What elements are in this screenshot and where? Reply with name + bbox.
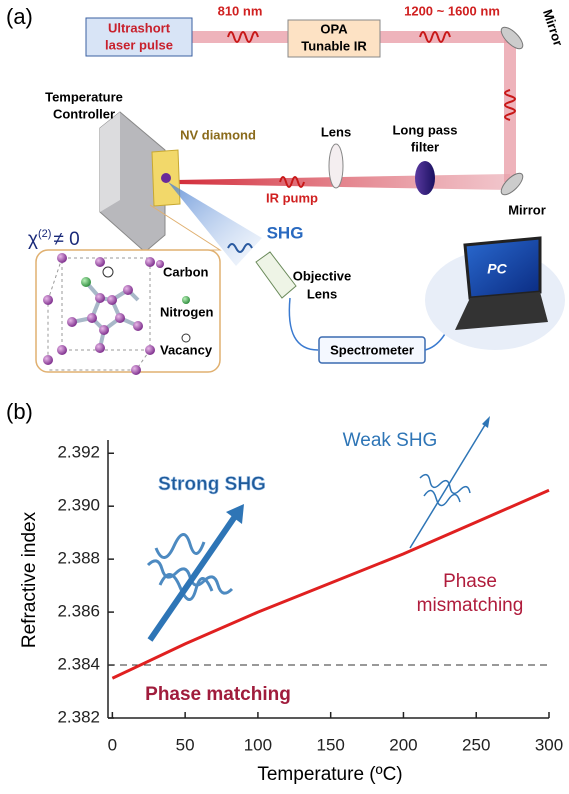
- strong-shg-arrow: [150, 512, 238, 640]
- annotation: Weak SHG: [343, 430, 438, 451]
- y-axis-label: Refractive index: [19, 511, 40, 648]
- pc-label: PC: [487, 261, 507, 277]
- weak-shg-arrow: [482, 416, 490, 428]
- annotation: Strong SHG: [158, 474, 266, 495]
- filter-label: filter: [411, 139, 439, 154]
- y-tick-label: 2.386: [57, 602, 100, 621]
- x-tick-label: 50: [176, 735, 195, 754]
- ir-pump-label: IR pump: [266, 190, 318, 205]
- figure: (a) Ultrashort laser pulse 810 nm OPA Tu…: [0, 0, 569, 794]
- focus-spot: [161, 173, 171, 183]
- opa-label: Tunable IR: [301, 38, 367, 53]
- temperature-controller: [100, 112, 120, 212]
- annotation: mismatching: [417, 595, 524, 616]
- filter-label: Long pass: [392, 122, 457, 137]
- panel-label: (a): [6, 4, 33, 29]
- x-tick-label: 0: [108, 735, 117, 754]
- wavelength-label: 1200 ~ 1600 nm: [404, 3, 500, 18]
- y-tick-label: 2.384: [57, 655, 100, 674]
- spectrometer-label: Spectrometer: [330, 342, 414, 357]
- page: {"diagram": { "panel_label": "(a)", "las…: [0, 0, 569, 794]
- objective-label: Objective: [293, 268, 352, 283]
- laser-label: laser pulse: [105, 37, 173, 52]
- chi-relation: ≠ 0: [53, 229, 79, 250]
- y-tick-label: 2.382: [57, 707, 100, 726]
- x-tick-label: 100: [244, 735, 272, 754]
- legend-label: Vacancy: [160, 342, 213, 357]
- mirror-label: Mirror: [508, 202, 546, 217]
- shg-label: SHG: [267, 223, 304, 242]
- x-tick-label: 250: [462, 735, 490, 754]
- x-axis-label: Temperature (ºC): [257, 764, 402, 785]
- legend-swatch: [182, 334, 190, 342]
- panel-label: (b): [6, 399, 33, 424]
- chi-label: χ(2)≠ 0: [28, 228, 80, 250]
- objective-lens: [256, 252, 296, 298]
- panel-b: (b) Strong SHG Weak SHG Phase mismatchin…: [6, 399, 563, 785]
- mirror-label: Mirror: [540, 7, 566, 47]
- y-tick-label: 2.392: [57, 443, 100, 462]
- x-tick-label: 200: [389, 735, 417, 754]
- legend-swatch: [182, 296, 190, 304]
- annotation: Phase matching: [145, 684, 291, 705]
- filter: [415, 161, 435, 195]
- annotation: Phase: [443, 571, 497, 592]
- panel-a: (a) Ultrashort laser pulse 810 nm OPA Tu…: [6, 3, 566, 375]
- y-tick-label: 2.388: [57, 549, 100, 568]
- lens: [329, 144, 343, 188]
- laser-label: Ultrashort: [108, 20, 171, 35]
- objective-label: Lens: [307, 286, 337, 301]
- legend-label: Nitrogen: [160, 304, 214, 319]
- lens-label: Lens: [321, 124, 351, 139]
- y-tick-label: 2.390: [57, 496, 100, 515]
- x-tick-label: 150: [316, 735, 344, 754]
- wavelength-label: 810 nm: [218, 3, 263, 18]
- nv-label: NV diamond: [180, 127, 256, 142]
- chi-superscript: (2): [38, 228, 51, 240]
- legend-label: Carbon: [163, 264, 209, 279]
- opa-label: OPA: [320, 21, 348, 36]
- controller-label: Temperature: [45, 89, 123, 104]
- controller-label: Controller: [53, 106, 115, 121]
- x-tick-label: 300: [535, 735, 563, 754]
- chi-symbol: χ: [28, 229, 38, 250]
- fiber: [289, 298, 318, 350]
